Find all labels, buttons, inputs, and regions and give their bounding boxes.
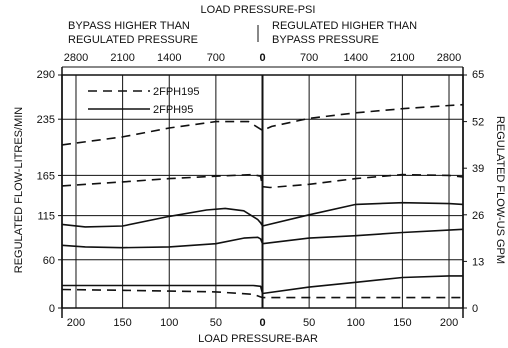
series-line-2fph95-5: [62, 275, 463, 295]
series-lines: [61, 103, 464, 299]
psi-tick-label: 2100: [390, 52, 414, 64]
psi-tick-label: 0: [259, 52, 265, 64]
y2-tick-label: 13: [472, 256, 484, 268]
y-tick-label: 165: [37, 170, 55, 182]
x-tick-label: 50: [303, 317, 315, 329]
top-left-caption-line-1: BYPASS HIGHER THAN: [68, 20, 190, 32]
series-line-2fph95-3: [61, 201, 464, 228]
x-axis-title: LOAD PRESSURE-BAR: [198, 333, 318, 345]
series-line-2fph195-1: [61, 173, 464, 189]
y-tick-label: 115: [37, 211, 55, 223]
y2-axis-title: REGULATED FLOW-US GPM: [494, 116, 506, 264]
legend-label-2fph95: 2FPH95: [153, 104, 193, 116]
x-tick-label: 100: [347, 317, 365, 329]
psi-tick-label: 700: [300, 52, 318, 64]
y2-tick-label: 39: [472, 163, 484, 175]
tick-labels: 0 60 115 165 235 290 0 13 26 39 52 65 200 150 100 50 0 50…: [37, 52, 485, 329]
x-tick-label: 0: [259, 317, 265, 329]
psi-tick-label: 2800: [64, 52, 88, 64]
top-left-caption-line-2: REGULATED PRESSURE: [68, 34, 198, 46]
psi-tick-label: 1400: [157, 52, 181, 64]
y2-tick-label: 0: [472, 303, 478, 315]
x-tick-label: 200: [440, 317, 458, 329]
grid: [62, 75, 463, 308]
series-line-2fph95-4: [61, 228, 464, 249]
legend: 2FPH195 2FPH95: [88, 86, 199, 116]
x-tick-label: 150: [393, 317, 411, 329]
series-line-2fph195-2: [61, 288, 463, 299]
y-tick-label: 235: [37, 114, 55, 126]
top-right-caption-line-2: BYPASS PRESSURE: [272, 34, 379, 46]
chart-title: LOAD PRESSURE-PSI: [201, 4, 316, 16]
x-tick-label: 150: [113, 317, 131, 329]
y2-tick-label: 26: [472, 210, 484, 222]
x-tick-label: 100: [160, 317, 178, 329]
y-axis-title: REGULATED FLOW-LITRES/MIN: [13, 107, 25, 274]
psi-tick-label: 1400: [344, 52, 368, 64]
axes: [61, 66, 464, 318]
y-tick-label: 0: [49, 303, 55, 315]
y2-tick-label: 65: [472, 69, 484, 81]
psi-tick-label: 700: [207, 52, 225, 64]
top-right-caption-line-1: REGULATED HIGHER THAN: [272, 20, 417, 32]
psi-tick-label: 2100: [110, 52, 134, 64]
y2-tick-label: 52: [472, 117, 484, 129]
psi-tick-label: 2800: [437, 52, 461, 64]
y-tick-label: 60: [43, 255, 55, 267]
y-tick-label: 290: [37, 69, 55, 81]
x-tick-label: 200: [67, 317, 85, 329]
legend-label-2fph195: 2FPH195: [153, 86, 199, 98]
x-tick-label: 50: [210, 317, 222, 329]
